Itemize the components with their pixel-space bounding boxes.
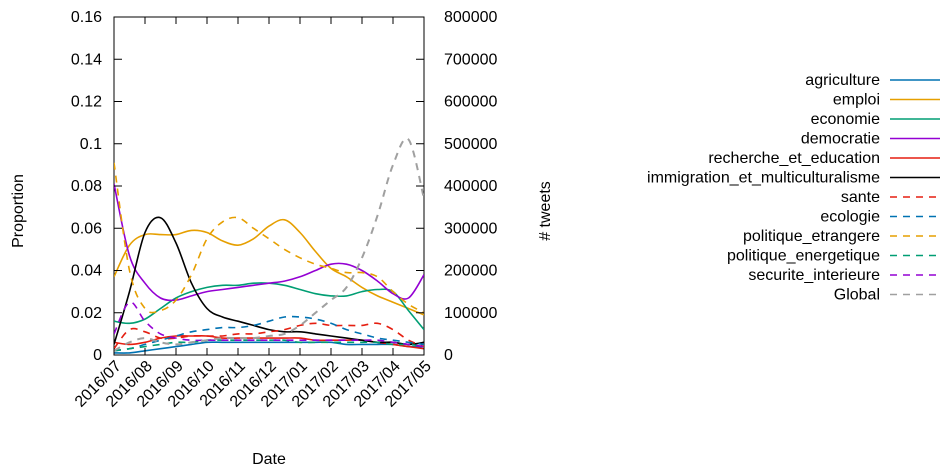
legend-label-economie: economie bbox=[811, 111, 880, 128]
legend-label-politique_energetique: politique_energetique bbox=[727, 248, 880, 265]
series-line-politique_etrangere bbox=[114, 162, 424, 314]
legend-label-sante: sante bbox=[841, 189, 880, 206]
y2-tick-label: 700000 bbox=[444, 51, 497, 68]
y-tick-label: 0.14 bbox=[71, 51, 102, 68]
y-tick-label: 0.1 bbox=[80, 136, 102, 153]
y2-tick-label: 400000 bbox=[444, 178, 497, 195]
plot-frame bbox=[113, 16, 425, 356]
y-tick-label: 0.04 bbox=[71, 263, 102, 280]
plot-area bbox=[113, 16, 425, 356]
y-axis-label: Proportion bbox=[10, 174, 27, 248]
series-line-democratie bbox=[114, 183, 424, 302]
y2-tick-label: 800000 bbox=[444, 9, 497, 26]
legend-label-recherche_et_education: recherche_et_education bbox=[708, 150, 880, 167]
axes-layer: 0 0.02 0.04 0.06 0.08 0.1 0.12 0.14 0.16 0 100000 2… bbox=[71, 9, 498, 411]
y2-tick-label: 100000 bbox=[444, 305, 497, 322]
y2-tick-label: 0 bbox=[444, 347, 453, 364]
legend-label-democratie: democratie bbox=[801, 131, 880, 148]
legend-label-securite_interieure: securite_interieure bbox=[748, 267, 880, 284]
y2-tick-label: 600000 bbox=[444, 94, 497, 111]
y2-tick-label: 300000 bbox=[444, 220, 497, 237]
legend-label-Global: Global bbox=[834, 287, 880, 304]
series-line-emploi bbox=[114, 218, 424, 316]
legend-label-emploi: emploi bbox=[833, 92, 880, 109]
y-tick-label: 0.08 bbox=[71, 178, 102, 195]
y2-axis-label: # tweets bbox=[537, 181, 554, 241]
series-layer bbox=[114, 137, 424, 354]
y2-tick-label: 200000 bbox=[444, 263, 497, 280]
y2-tick-label: 500000 bbox=[444, 136, 497, 153]
legend: agriculture emploi economie democratie reche… bbox=[647, 72, 940, 304]
y-tick-label: 0.16 bbox=[71, 9, 102, 26]
y-tick-label: 0.06 bbox=[71, 220, 102, 237]
series-line-ecologie bbox=[114, 315, 424, 352]
series-line-immigration_et_multiculturalisme bbox=[114, 216, 424, 346]
y-tick-label: 0 bbox=[93, 347, 102, 364]
y-tick-label: 0.02 bbox=[71, 305, 102, 322]
legend-label-immigration_et_multiculturalisme: immigration_et_multiculturalisme bbox=[647, 170, 880, 187]
series-line-Global bbox=[114, 137, 424, 352]
y-tick-label: 0.12 bbox=[71, 94, 102, 111]
legend-label-politique_etrangere: politique_etrangere bbox=[743, 228, 880, 245]
legend-label-ecologie: ecologie bbox=[820, 209, 880, 226]
legend-label-agriculture: agriculture bbox=[805, 72, 880, 89]
x-axis-label: Date bbox=[252, 451, 286, 468]
series-line-agriculture bbox=[114, 341, 424, 354]
